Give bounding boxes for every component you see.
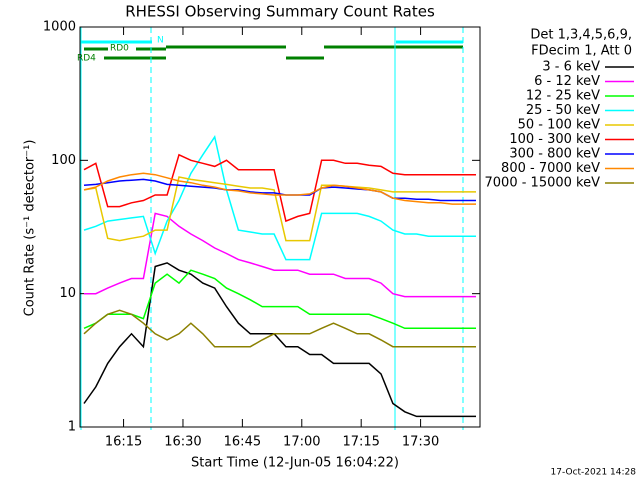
y-axis-label: Count Rate (s⁻¹ detector⁻¹) [23, 140, 38, 317]
legend-label: 50 - 100 keV [518, 118, 601, 133]
y-tick-label: 100 [51, 153, 76, 168]
x-tick-label: 16:45 [224, 435, 261, 450]
legend-label: 3 - 6 keV [542, 60, 600, 75]
x-axis-label: Start Time (12-Jun-05 16:04:22) [191, 456, 399, 471]
chart-title: RHESSI Observing Summary Count Rates [125, 3, 435, 21]
series-line [83, 262, 476, 418]
x-tick-label: 16:15 [105, 435, 142, 450]
legend-label: 12 - 25 keV [526, 89, 600, 104]
status-bars [80, 40, 463, 60]
x-tick-label: 17:15 [342, 435, 379, 450]
y-tick-label: 1000 [43, 20, 76, 35]
series-line [83, 176, 476, 242]
annotation: RD0 [110, 44, 129, 54]
legend-label: 7000 - 15000 keV [485, 176, 601, 191]
y-tick-label: 1 [68, 420, 76, 435]
legend-label: 6 - 12 keV [534, 74, 600, 89]
timestamp: 17-Oct-2021 14:28 [551, 468, 637, 478]
legend-label: 100 - 300 keV [509, 132, 600, 147]
legend-title: Det 1,3,4,5,6,9, [530, 28, 632, 43]
series-line [83, 269, 476, 330]
x-tick-label: 17:30 [402, 435, 439, 450]
saa-lines [80, 27, 464, 430]
legend-title: FDecim 1, Att 0 [531, 44, 632, 59]
x-tick-label: 17:00 [283, 435, 320, 450]
series-line [83, 172, 476, 205]
series-line [84, 212, 476, 298]
annotation: RD4 [77, 54, 96, 64]
legend-label: 300 - 800 keV [509, 147, 600, 162]
series-line [83, 135, 476, 261]
series-line [83, 178, 476, 202]
annotation: N [157, 36, 164, 46]
plot-frame [79, 26, 481, 428]
y-tick-label: 10 [59, 286, 76, 301]
series-line [83, 309, 476, 348]
legend-label: 800 - 7000 keV [501, 161, 600, 176]
x-tick-label: 16:30 [164, 435, 201, 450]
legend-label: 25 - 50 keV [526, 103, 600, 118]
